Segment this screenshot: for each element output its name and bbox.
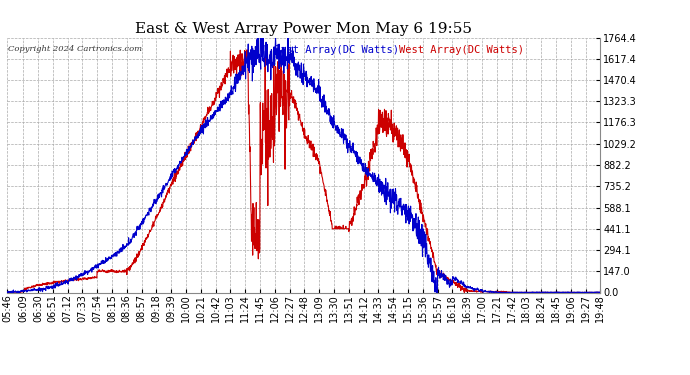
Title: East & West Array Power Mon May 6 19:55: East & West Array Power Mon May 6 19:55 bbox=[135, 22, 472, 36]
Text: West Array(DC Watts): West Array(DC Watts) bbox=[399, 45, 524, 55]
Text: Copyright 2024 Cartronics.com: Copyright 2024 Cartronics.com bbox=[8, 45, 142, 53]
Text: East Array(DC Watts): East Array(DC Watts) bbox=[274, 45, 399, 55]
